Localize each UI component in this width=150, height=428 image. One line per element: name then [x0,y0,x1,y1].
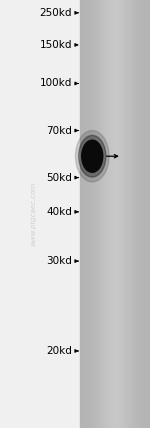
Bar [147,0,148,428]
Bar [133,0,134,428]
Bar [111,0,112,428]
Bar [88,0,89,428]
Bar [89,0,90,428]
Bar [128,0,129,428]
Text: 100kd: 100kd [40,78,72,89]
Text: 70kd: 70kd [46,125,72,136]
Text: 40kd: 40kd [46,207,72,217]
Bar [93,0,94,428]
Bar [138,0,139,428]
Bar [87,0,88,428]
Bar [106,0,107,428]
Text: 20kd: 20kd [46,346,72,356]
Bar [136,0,137,428]
Bar [129,0,130,428]
Bar [0,0,80,428]
Bar [92,0,93,428]
Bar [114,0,115,428]
Text: 30kd: 30kd [46,256,72,266]
Bar [132,0,133,428]
Bar [118,0,119,428]
Text: 150kd: 150kd [39,40,72,50]
Bar [103,0,104,428]
Bar [94,0,95,428]
Bar [117,0,118,428]
Bar [125,0,126,428]
Bar [99,0,100,428]
Text: 50kd: 50kd [46,172,72,183]
Bar [101,0,102,428]
Bar [137,0,138,428]
Bar [85,0,86,428]
Bar [121,0,122,428]
Bar [109,0,110,428]
Text: www.ptgcaec.com: www.ptgcaec.com [30,182,36,246]
Ellipse shape [82,140,103,172]
Bar [80,0,81,428]
Bar [135,0,136,428]
Bar [107,0,108,428]
Bar [116,0,117,428]
Bar [134,0,135,428]
Bar [127,0,128,428]
Bar [119,0,120,428]
Bar [108,0,109,428]
Bar [144,0,145,428]
Bar [120,0,121,428]
Bar [83,0,84,428]
Text: 250kd: 250kd [39,8,72,18]
Bar [84,0,85,428]
Bar [131,0,132,428]
Bar [145,0,146,428]
Bar [149,0,150,428]
Bar [100,0,101,428]
Bar [98,0,99,428]
Bar [104,0,105,428]
Bar [130,0,131,428]
Bar [97,0,98,428]
Bar [139,0,140,428]
Bar [115,0,116,428]
Bar [122,0,123,428]
Bar [81,0,82,428]
Bar [140,0,141,428]
Bar [146,0,147,428]
Bar [110,0,111,428]
Ellipse shape [79,135,106,177]
Bar [95,0,96,428]
Bar [91,0,92,428]
Bar [105,0,106,428]
Bar [82,0,83,428]
Bar [126,0,127,428]
Bar [124,0,125,428]
Bar [123,0,124,428]
Bar [148,0,149,428]
Bar [112,0,113,428]
Bar [141,0,142,428]
Ellipse shape [75,131,109,182]
Bar [96,0,97,428]
Bar [90,0,91,428]
Bar [113,0,114,428]
Bar [143,0,144,428]
Bar [85,0,86,428]
Bar [102,0,103,428]
Bar [86,0,87,428]
Bar [142,0,143,428]
